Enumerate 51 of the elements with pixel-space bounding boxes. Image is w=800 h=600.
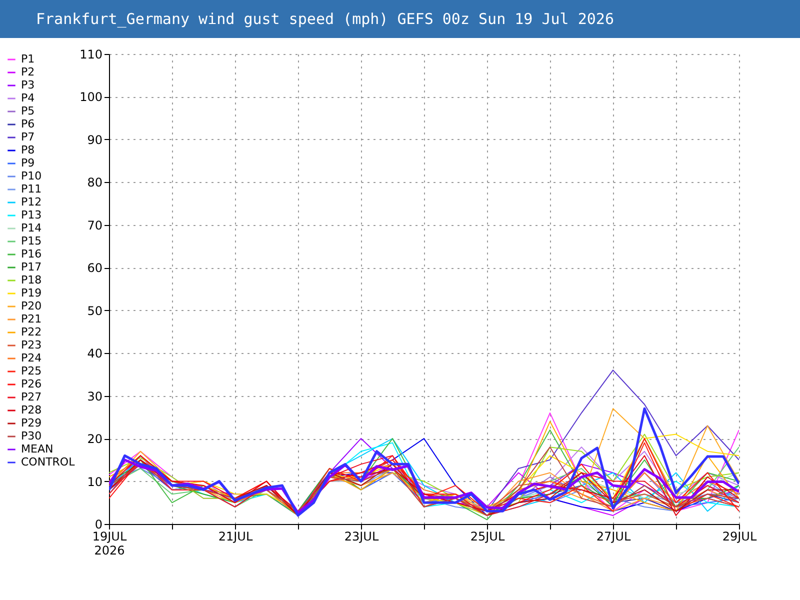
y-tick-label: 110 — [80, 48, 102, 62]
legend-label: P25 — [21, 364, 42, 378]
legend-label: P22 — [21, 326, 42, 338]
legend-label: CONTROL — [21, 456, 76, 468]
y-tick-label: 10 — [87, 474, 102, 489]
y-tick-label: 70 — [87, 218, 102, 232]
y-tick-label: 100 — [80, 90, 102, 104]
legend-label: P23 — [21, 338, 42, 352]
legend-label: P1 — [21, 52, 35, 66]
y-tick-label: 60 — [87, 261, 102, 276]
y-tick-label: 50 — [87, 304, 102, 318]
legend-label: P7 — [21, 130, 35, 144]
legend-label: P30 — [21, 430, 42, 442]
y-tick-label: 0 — [94, 518, 102, 532]
legend-label: P4 — [21, 92, 35, 104]
legend-label: P29 — [21, 416, 42, 430]
x-tick-label: 29JUL — [722, 530, 757, 544]
legend-label: P3 — [21, 78, 35, 92]
y-tick-label: 30 — [87, 389, 102, 404]
legend-label: P24 — [21, 352, 42, 364]
y-tick-label: 40 — [87, 346, 102, 361]
legend-label: P27 — [21, 390, 42, 404]
legend-label: P20 — [21, 300, 42, 312]
legend-label: P18 — [21, 274, 42, 286]
y-tick-label: 20 — [87, 432, 102, 446]
legend-label: P26 — [21, 378, 42, 390]
legend-label: P11 — [21, 182, 42, 196]
x-tick-label: 21JUL — [218, 530, 253, 544]
y-tick-label: 80 — [87, 176, 102, 190]
x-tick-label: 25JUL — [470, 530, 505, 544]
legend-label: P8 — [21, 144, 35, 156]
legend-label: P15 — [21, 234, 42, 248]
legend-label: P13 — [21, 208, 42, 222]
legend-label: MEAN — [21, 442, 54, 456]
legend-label: P5 — [21, 104, 35, 118]
x-tick-label: 27JUL — [596, 530, 631, 544]
legend-label: P21 — [21, 312, 42, 326]
legend-label: P16 — [21, 248, 42, 260]
legend-label: P10 — [21, 170, 42, 182]
y-tick-label: 90 — [87, 132, 102, 147]
chart-title: Frankfurt_Germany wind gust speed (mph) GEFS 00z Sun 19 Jul 2026 — [0, 0, 800, 38]
x-tick-label: 23JUL — [344, 530, 379, 544]
legend-label: P6 — [21, 118, 35, 130]
legend-label: P19 — [21, 286, 42, 300]
legend-label: P14 — [21, 222, 42, 234]
legend-label: P9 — [21, 156, 35, 170]
x-tick-label: 19JUL 2026 — [92, 530, 127, 558]
legend-label: P28 — [21, 404, 42, 416]
legend-label: P2 — [21, 66, 35, 78]
legend-label: P12 — [21, 196, 42, 208]
legend-label: P17 — [21, 260, 42, 274]
